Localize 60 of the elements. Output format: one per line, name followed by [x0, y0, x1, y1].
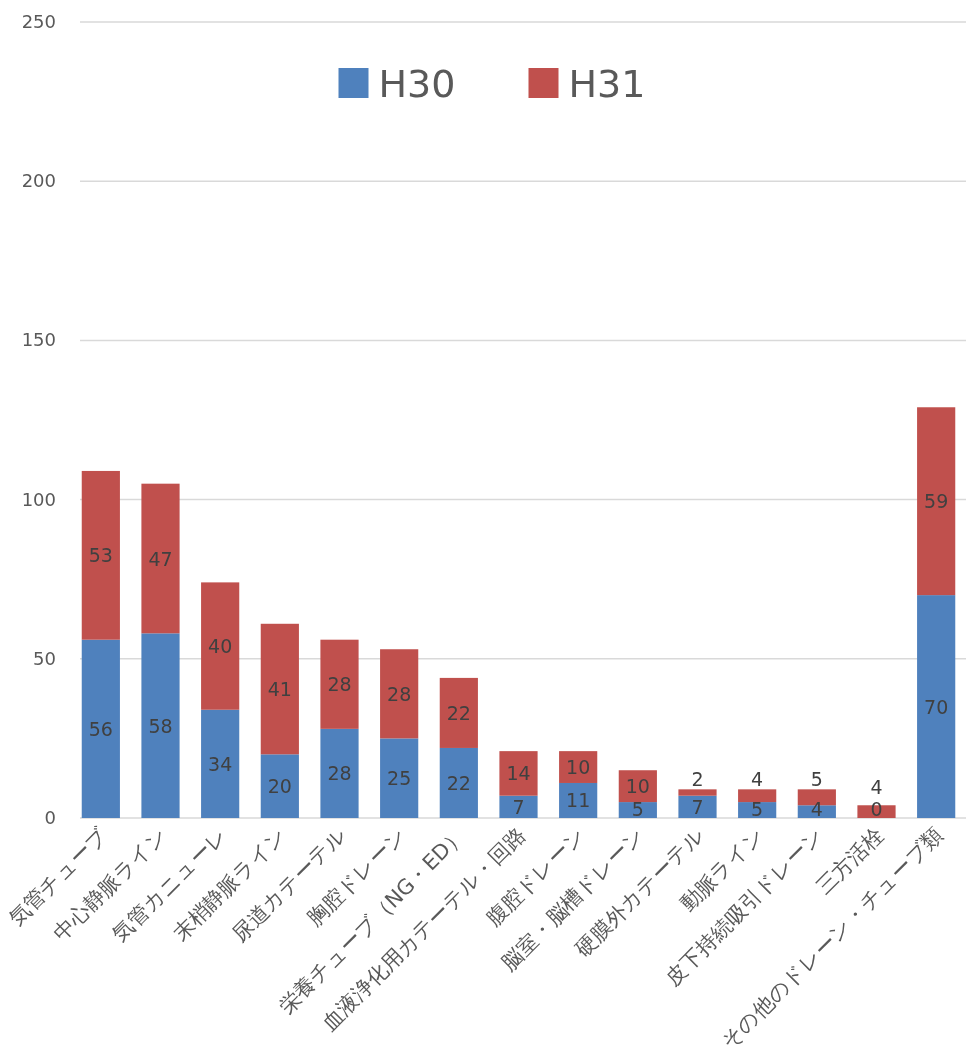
data-label: 4 — [751, 768, 764, 791]
data-label: 22 — [446, 771, 471, 794]
bar — [201, 709, 240, 818]
data-label: 59 — [924, 490, 949, 513]
bar — [917, 407, 956, 596]
data-label: 56 — [88, 717, 113, 740]
bar — [380, 738, 419, 818]
bar — [141, 633, 180, 818]
data-label: 5 — [631, 798, 644, 820]
data-label: 40 — [208, 635, 233, 658]
data-label: 28 — [327, 762, 352, 785]
data-label: 34 — [208, 752, 233, 775]
legend-label: H30 — [378, 62, 456, 106]
y-tick-label: 250 — [21, 11, 56, 32]
bar — [678, 795, 717, 818]
data-label: 5 — [810, 768, 823, 791]
data-label: 4 — [870, 776, 883, 798]
bar — [738, 789, 777, 803]
bar — [81, 470, 120, 640]
bar — [260, 754, 299, 818]
bar — [141, 483, 180, 634]
bar — [917, 595, 956, 818]
bar — [678, 789, 717, 796]
data-label: 20 — [267, 775, 292, 798]
data-label: 11 — [566, 789, 591, 812]
bar — [81, 639, 120, 818]
bar — [320, 728, 359, 818]
bar — [380, 649, 419, 739]
bar — [499, 751, 538, 796]
data-label: 41 — [267, 678, 292, 701]
y-tick-label: 100 — [21, 488, 56, 510]
data-label: 5 — [751, 798, 764, 820]
legend-label: H31 — [568, 62, 646, 106]
data-label: 25 — [387, 767, 412, 790]
data-label: 0 — [870, 798, 883, 820]
bar — [201, 582, 240, 710]
data-label: 58 — [148, 714, 173, 737]
bar — [439, 677, 478, 748]
data-label: 47 — [148, 547, 173, 570]
bar — [559, 782, 598, 818]
data-label: 10 — [566, 756, 591, 779]
bar — [260, 623, 299, 755]
y-tick-label: 50 — [33, 647, 56, 669]
data-label: 28 — [387, 682, 412, 705]
data-label: 22 — [446, 701, 471, 724]
data-label: 7 — [691, 795, 704, 818]
data-label: 4 — [810, 798, 823, 820]
data-label: 2 — [691, 768, 704, 791]
y-tick-label: 150 — [21, 329, 56, 351]
data-label: 28 — [327, 673, 352, 696]
data-label: 14 — [506, 762, 531, 785]
data-label: 53 — [88, 544, 113, 567]
bar — [439, 747, 478, 818]
y-tick-label: 200 — [21, 170, 56, 192]
data-label: 70 — [924, 695, 949, 718]
bar — [499, 795, 538, 818]
data-label: 7 — [512, 795, 525, 818]
data-label: 10 — [625, 775, 650, 798]
y-tick-label: 0 — [44, 807, 56, 828]
bar — [320, 639, 359, 729]
